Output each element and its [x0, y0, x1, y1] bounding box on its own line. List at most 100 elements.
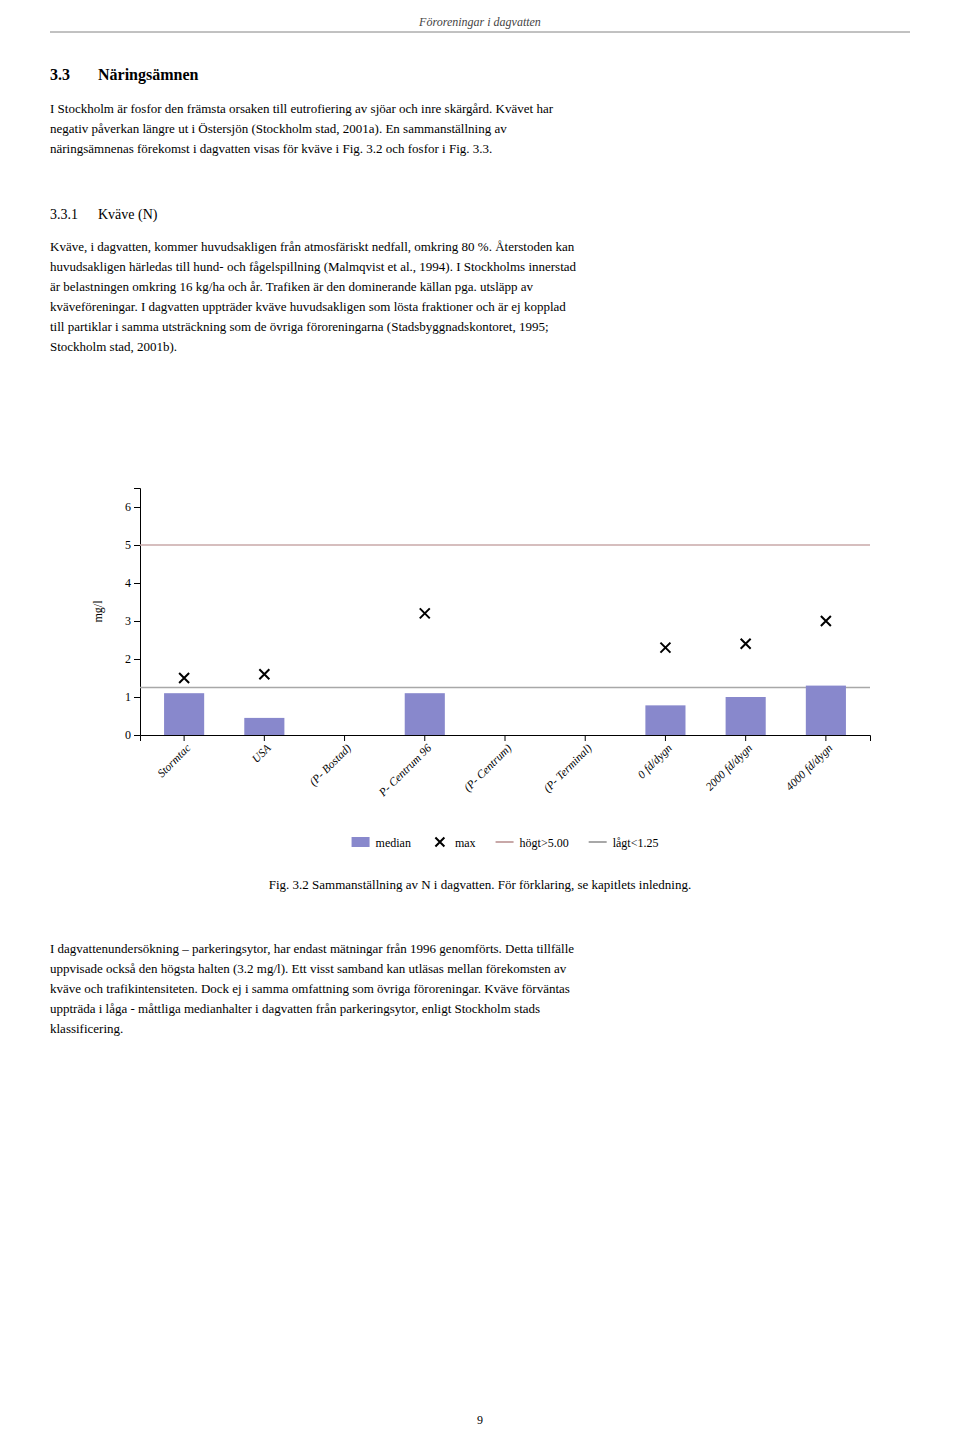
y-tick-mark: [134, 697, 140, 698]
max-marker: [420, 608, 430, 618]
x-tick-mark: [585, 735, 586, 741]
y-tick-label: 5: [125, 538, 131, 552]
section-heading: Näringsämnen: [98, 66, 199, 84]
y-axis: 0 1 2 3 4 5 6: [125, 489, 141, 743]
x-tick-mark: [264, 735, 265, 741]
bar: [244, 718, 284, 735]
x-tick-label: P- Centrum 96: [376, 741, 434, 799]
legend-item: max: [435, 836, 475, 850]
x-tick-label: 4000 fd/dygn: [783, 741, 835, 793]
section-number: 3.3: [50, 66, 70, 83]
x-tick: P- Centrum 96: [376, 735, 434, 799]
body-text-line: kväve och trafikintensiteten. Dock ej i …: [50, 981, 570, 996]
x-tick: 0 fd/dygn: [635, 735, 675, 781]
x-tick-mark: [184, 735, 185, 741]
x-tick: USA: [250, 735, 274, 765]
y-tick: 0: [125, 728, 140, 742]
body-text: I dagvattenundersökning – parkeringsytor…: [50, 941, 574, 1036]
max-marker: [741, 639, 751, 649]
x-tick-mark: [505, 735, 506, 741]
y-tick-mark: [134, 659, 140, 660]
x-tick-label: Stormtac: [155, 742, 193, 780]
title-rule: [50, 32, 910, 33]
legend-item: median: [352, 836, 411, 850]
body-text: I Stockholm är fosfor den främsta orsake…: [50, 101, 554, 156]
figure-caption: Fig. 3.2 Sammanställning av N i dagvatte…: [269, 877, 691, 892]
legend-swatch: [589, 841, 607, 843]
x-axis: Stormtac USA (P- Bostad) P- Centrum 96 (P- C…: [141, 735, 871, 799]
y-tick: 1: [125, 690, 140, 704]
legend-label: lågt<1.25: [613, 836, 659, 850]
body-text-line: uppvisade också den högsta halten (3.2 m…: [50, 961, 567, 976]
y-tick-mark: [134, 545, 140, 546]
bar: [806, 686, 846, 735]
series-scatter: [179, 608, 831, 683]
legend-label: median: [376, 836, 411, 850]
body-text-line: Kväve, i dagvatten, kommer huvudsakligen…: [50, 239, 575, 254]
reference-line: [140, 687, 870, 689]
x-tick-mark: [745, 735, 746, 741]
y-tick-mark: [134, 621, 140, 622]
body-text-line: kväveföreningar. I dagvatten uppträder k…: [50, 299, 566, 314]
legend-item: lågt<1.25: [589, 836, 659, 850]
bar: [645, 705, 685, 735]
x-tick: (P- Terminal): [541, 735, 595, 795]
body-text-line: uppträda i låga - måttliga medianhalter …: [50, 1001, 540, 1016]
legend-label: max: [455, 836, 476, 850]
series-bar: [164, 686, 846, 735]
subsection-heading: Kväve (N): [98, 207, 158, 223]
body-text-line: till partiklar i samma utsträckning som …: [50, 319, 549, 334]
x-tick-mark: [825, 735, 826, 741]
legend-swatch: [352, 837, 370, 847]
bar: [726, 697, 766, 735]
y-tick-label: 1: [125, 690, 131, 704]
page-number: 9: [477, 1413, 483, 1427]
body-text: Kväve, i dagvatten, kommer huvudsakligen…: [50, 239, 577, 354]
x-tick-mark: [665, 735, 666, 741]
x-tick: (P- Bostad): [307, 735, 354, 789]
plot-area: [140, 545, 870, 735]
x-tick: 2000 fd/dygn: [703, 735, 755, 793]
max-marker: [821, 616, 831, 626]
body-text-line: negativ påverkan längre ut i Östersjön (…: [50, 121, 507, 136]
body-text-line: är belastningen omkring 16 kg/ha och år.…: [50, 279, 534, 294]
y-axis-line: [134, 489, 141, 736]
y-tick-mark: [134, 735, 140, 736]
body-text-line: I Stockholm är fosfor den främsta orsake…: [50, 101, 554, 116]
legend: medianmaxhögt>5.00lågt<1.25: [352, 836, 659, 850]
y-tick-label: 6: [125, 500, 131, 514]
body-text-line: I dagvattenundersökning – parkeringsytor…: [50, 941, 574, 956]
page: Föroreningar i dagvatten3.3NäringsämnenI…: [0, 0, 960, 1454]
x-tick-label: (P- Bostad): [307, 741, 354, 788]
y-tick-label: 2: [125, 652, 131, 666]
y-tick-label: 3: [125, 614, 131, 628]
x-tick: (P- Centrum): [462, 735, 515, 794]
body-text-line: näringsämnenas förekomst i dagvatten vis…: [50, 141, 492, 156]
chart: 0 1 2 3 4 5 6 Stormtac USA (P- Bostad) P- Centrum …: [91, 489, 871, 800]
y-axis-title: mg/l: [91, 600, 105, 623]
max-marker: [259, 669, 269, 679]
y-tick: 5: [125, 538, 140, 552]
x-tick: 4000 fd/dygn: [783, 735, 835, 793]
y-tick-mark: [134, 507, 140, 508]
y-tick: 4: [125, 576, 140, 590]
y-tick: 2: [125, 652, 140, 666]
legend-swatch: [496, 841, 514, 843]
body-text-line: klassificering.: [50, 1021, 123, 1036]
x-tick-label: 0 fd/dygn: [635, 741, 675, 781]
y-tick-label: 4: [125, 576, 131, 590]
bar: [405, 693, 445, 735]
x-axis-line: [141, 736, 871, 742]
max-marker: [660, 643, 670, 653]
y-tick-label: 0: [125, 728, 131, 742]
y-tick-mark: [134, 583, 140, 584]
subsection-number: 3.3.1: [50, 207, 78, 222]
x-tick-mark: [344, 735, 345, 741]
x-tick: Stormtac: [155, 735, 193, 779]
body-text-line: Stockholm stad, 2001b).: [50, 339, 177, 354]
y-tick: 3: [125, 614, 140, 628]
y-tick: 6: [125, 500, 140, 514]
max-marker: [179, 673, 189, 683]
x-tick-label: (P- Centrum): [462, 741, 515, 794]
x-tick-label: USA: [250, 741, 274, 765]
